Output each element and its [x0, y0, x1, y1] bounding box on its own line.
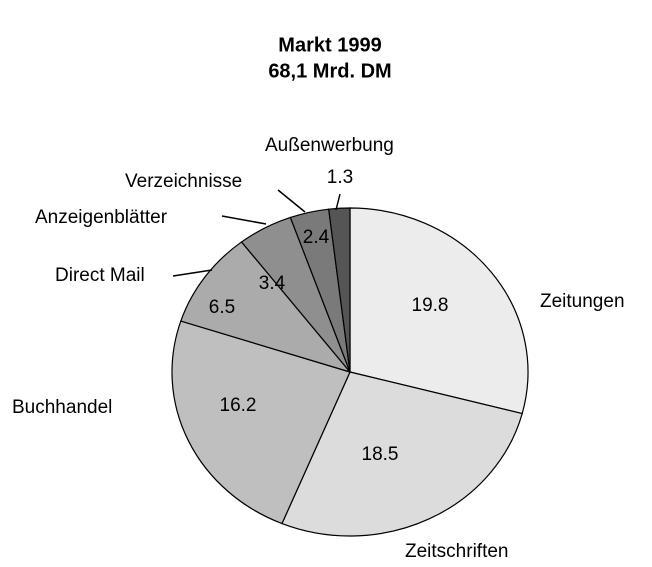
- pie-slice: [180, 241, 352, 374]
- value-label: 16.2: [220, 395, 257, 416]
- category-label: Außenwerbung: [265, 135, 394, 156]
- leader-line: [277, 189, 306, 213]
- value-label: 19.8: [412, 295, 449, 316]
- pie-slice: [349, 207, 529, 415]
- category-label: Direct Mail: [55, 265, 145, 286]
- category-label: Verzeichnisse: [125, 171, 242, 192]
- category-label: Buchhandel: [12, 397, 112, 418]
- value-label: 3.4: [259, 273, 286, 294]
- pie-slice: [328, 207, 351, 373]
- leader-line: [221, 215, 267, 225]
- category-label: Zeitschriften: [405, 541, 508, 562]
- pie-slice: [281, 371, 523, 537]
- chart-title: Markt 1999: [278, 34, 381, 56]
- value-label: 1.3: [327, 167, 353, 188]
- category-label: Anzeigenblätter: [35, 207, 168, 228]
- pie-slice: [171, 320, 351, 525]
- value-label: 2.4: [303, 227, 330, 248]
- chart-subtitle: 68,1 Mrd. DM: [268, 60, 391, 82]
- value-label: 18.5: [362, 444, 399, 465]
- value-label: 6.5: [209, 297, 235, 318]
- leader-line: [172, 269, 213, 277]
- category-label: Zeitungen: [540, 291, 625, 312]
- leader-line: [335, 193, 341, 211]
